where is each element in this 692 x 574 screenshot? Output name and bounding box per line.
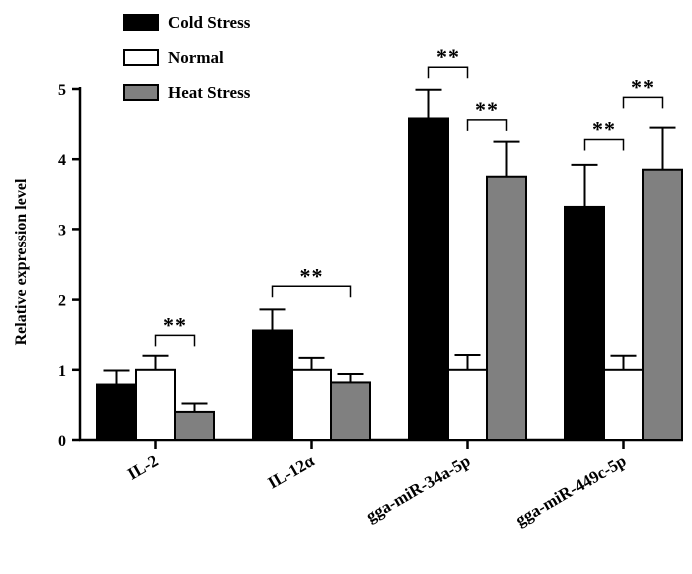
significance-bracket (622, 96, 664, 109)
significance-label: ** (475, 97, 499, 122)
significance-annotations: ** ** ** ** ** ** (154, 44, 664, 347)
bar (252, 329, 293, 442)
bar (408, 117, 449, 441)
bar (135, 368, 176, 441)
bar (96, 383, 137, 441)
legend-swatch (123, 84, 159, 101)
y-axis-label: Relative expression level (13, 178, 30, 345)
x-tick-label: gga-miR-449c-5p (512, 451, 629, 530)
legend: Cold Stress Normal Heat Stress (123, 13, 251, 102)
y-tick-label: 3 (58, 222, 66, 239)
x-tick-label: IL-2 (124, 451, 161, 484)
y-tick-label: 0 (58, 433, 66, 450)
significance-bracket (583, 138, 625, 151)
y-tick-label: 5 (58, 82, 66, 99)
y-tick-label: 1 (58, 363, 66, 380)
bar (603, 368, 644, 441)
significance-label: ** (163, 312, 187, 337)
significance-label: ** (631, 74, 655, 99)
significance-label: ** (436, 44, 460, 69)
legend-label: Heat Stress (168, 83, 251, 102)
bar (564, 205, 605, 441)
y-tick-label: 4 (58, 152, 66, 169)
y-tick-label: 2 (58, 293, 66, 310)
legend-label: Normal (168, 48, 224, 67)
bar (447, 368, 488, 441)
legend-swatch (123, 49, 159, 66)
bars (96, 88, 683, 442)
significance-bracket (271, 285, 352, 298)
significance-bracket (427, 66, 469, 79)
legend-label: Cold Stress (168, 13, 251, 32)
x-tick-label: IL-12α (265, 451, 318, 493)
significance-bracket (154, 334, 196, 347)
bar (642, 168, 683, 441)
significance-bracket (466, 119, 508, 131)
legend-swatch (123, 14, 159, 31)
bar (486, 175, 527, 441)
bar (291, 368, 332, 441)
significance-label: ** (300, 263, 324, 288)
bar (174, 410, 215, 442)
bar (330, 381, 371, 442)
x-tick-label: gga-miR-34a-5p (363, 451, 474, 526)
significance-label: ** (592, 117, 616, 142)
